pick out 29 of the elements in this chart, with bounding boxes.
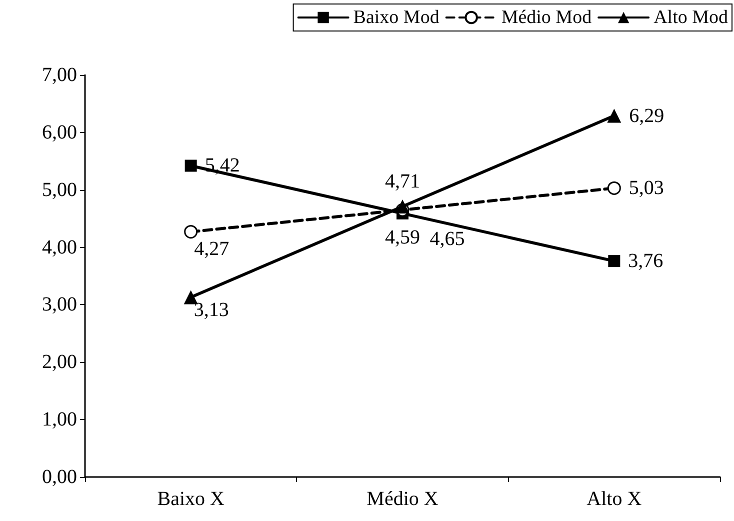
y-tick-label: 1,00 xyxy=(42,408,77,431)
y-tick-label: 4,00 xyxy=(42,236,77,258)
x-tick-label: Alto X xyxy=(586,488,642,510)
y-tick-label: 5,00 xyxy=(42,178,77,201)
data-label: 3,76 xyxy=(628,250,664,272)
data-label: 4,59 xyxy=(385,226,420,248)
x-tick-label: Médio X xyxy=(366,488,439,510)
data-label: 4,71 xyxy=(385,170,420,193)
data-label: 3,13 xyxy=(194,299,229,322)
point xyxy=(608,255,620,268)
y-tick-label: 7,00 xyxy=(42,64,77,86)
point xyxy=(607,108,622,123)
data-label: 4,65 xyxy=(430,228,465,250)
data-label: 6,29 xyxy=(629,104,664,127)
legend-label: Alto Mod xyxy=(654,7,728,28)
point xyxy=(184,290,198,304)
data-label: 4,27 xyxy=(194,238,230,260)
y-tick-label: 0,00 xyxy=(42,466,77,488)
point xyxy=(607,181,621,195)
y-tick-label: 6,00 xyxy=(42,121,77,144)
point xyxy=(184,225,198,239)
x-tick-label: Baixo X xyxy=(157,488,225,510)
point xyxy=(396,200,410,214)
legend-label: Baixo Mod xyxy=(353,7,440,28)
point xyxy=(184,160,197,172)
y-tick-label: 2,00 xyxy=(42,351,77,374)
y-tick-label: 3,00 xyxy=(42,294,77,316)
legend-label: Médio Mod xyxy=(501,7,592,28)
data-label: 5,03 xyxy=(628,177,664,200)
